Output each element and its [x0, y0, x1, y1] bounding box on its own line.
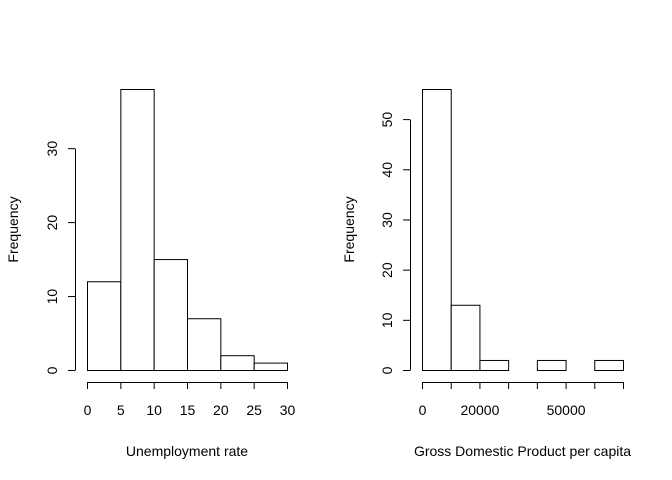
gdp-histogram: 0 20000 50000 0 10 20 30 40 50 Gross Domestic Pro… — [341, 89, 631, 459]
y-tick-label: 20 — [44, 215, 60, 231]
histogram-bar — [422, 89, 452, 371]
y-tick-label: 30 — [44, 141, 60, 157]
histogram-bar — [153, 259, 189, 371]
histogram-bar — [187, 318, 222, 372]
y-tick-label: 30 — [379, 212, 395, 228]
y-tick-label: 0 — [379, 366, 395, 374]
x-axis-title: Gross Domestic Product per capita — [414, 443, 631, 459]
x-tick-label: 30 — [280, 402, 296, 418]
y-tick-label: 20 — [379, 262, 395, 278]
x-tick-label: 20 — [213, 402, 229, 418]
histogram-bar — [479, 359, 510, 372]
histogram-bar — [253, 362, 289, 371]
x-tick-label: 25 — [246, 402, 262, 418]
y-axis-title: Frequency — [5, 196, 21, 262]
x-axis: 0 20000 50000 — [419, 382, 624, 418]
y-tick-label: 50 — [379, 112, 395, 128]
histogram-bar — [594, 359, 624, 372]
x-axis-title: Unemployment rate — [126, 443, 248, 459]
y-axis: 0 10 20 30 40 50 — [379, 112, 411, 374]
y-tick-label: 10 — [44, 289, 60, 305]
unemployment-histogram: 0 5 10 15 20 25 30 0 10 20 30 Unemployment rate Freq… — [5, 89, 296, 459]
x-axis: 0 5 10 15 20 25 30 — [84, 382, 296, 418]
histogram-bar — [536, 359, 567, 372]
y-tick-label: 10 — [379, 312, 395, 328]
histogram-bar — [120, 89, 155, 371]
y-tick-label: 0 — [44, 366, 60, 374]
histogram-bar — [87, 281, 122, 371]
x-tick-label: 10 — [146, 402, 162, 418]
x-tick-label: 0 — [419, 402, 427, 418]
x-tick-label: 5 — [117, 402, 125, 418]
x-tick-label: 20000 — [460, 402, 499, 418]
y-tick-label: 40 — [379, 162, 395, 178]
x-tick-label: 0 — [84, 402, 92, 418]
x-tick-label: 50000 — [547, 402, 586, 418]
histogram-bar — [220, 355, 255, 372]
y-axis: 0 10 20 30 — [44, 141, 76, 374]
y-axis-title: Frequency — [341, 196, 357, 262]
histogram-bar — [450, 304, 481, 371]
x-tick-label: 15 — [180, 402, 196, 418]
